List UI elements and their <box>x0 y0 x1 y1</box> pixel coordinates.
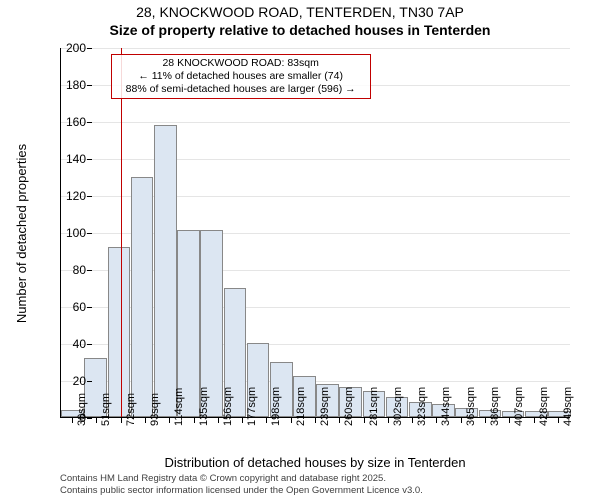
x-tick-label: 218sqm <box>295 387 307 426</box>
x-tick-mark <box>194 418 195 423</box>
x-tick-mark <box>72 418 73 423</box>
x-tick-label: 51sqm <box>100 393 112 426</box>
chart-title-line1: 28, KNOCKWOOD ROAD, TENTERDEN, TN30 7AP <box>0 4 600 20</box>
plot-area: 28 KNOCKWOOD ROAD: 83sqm← 11% of detache… <box>60 48 570 418</box>
x-tick-label: 198sqm <box>270 387 282 426</box>
x-tick-label: 135sqm <box>198 387 210 426</box>
x-tick-label: 72sqm <box>125 393 137 426</box>
x-tick-mark <box>388 418 389 423</box>
annotation-line: ← 11% of detached houses are smaller (74… <box>116 70 366 83</box>
chart-title-line2: Size of property relative to detached ho… <box>0 22 600 38</box>
x-tick-label: 323sqm <box>416 387 428 426</box>
x-tick-label: 302sqm <box>392 387 404 426</box>
x-tick-mark <box>509 418 510 423</box>
x-tick-label: 281sqm <box>368 387 380 426</box>
x-tick-mark <box>339 418 340 423</box>
grid-line <box>61 48 570 49</box>
x-tick-mark <box>534 418 535 423</box>
histogram-bar <box>108 247 131 417</box>
x-tick-mark <box>218 418 219 423</box>
x-tick-label: 386sqm <box>489 387 501 426</box>
y-tick-label: 180 <box>46 78 86 92</box>
y-tick-label: 200 <box>46 41 86 55</box>
x-tick-mark <box>558 418 559 423</box>
y-axis-label: Number of detached properties <box>14 48 30 418</box>
x-tick-mark <box>485 418 486 423</box>
annotation-line: 88% of semi-detached houses are larger (… <box>116 83 366 96</box>
grid-line <box>61 159 570 160</box>
x-tick-label: 177sqm <box>246 387 258 426</box>
y-tick-label: 60 <box>46 300 86 314</box>
x-tick-label: 407sqm <box>513 387 525 426</box>
annotation-box: 28 KNOCKWOOD ROAD: 83sqm← 11% of detache… <box>111 54 371 99</box>
x-tick-mark <box>145 418 146 423</box>
x-tick-mark <box>315 418 316 423</box>
x-tick-label: 344sqm <box>440 387 452 426</box>
x-tick-mark <box>412 418 413 423</box>
x-tick-mark <box>169 418 170 423</box>
x-tick-label: 114sqm <box>173 388 185 426</box>
histogram-bar <box>131 177 154 418</box>
y-tick-label: 120 <box>46 189 86 203</box>
x-tick-label: 156sqm <box>222 387 234 426</box>
credits-line2: Contains public sector information licen… <box>60 485 423 496</box>
y-tick-label: 140 <box>46 152 86 166</box>
x-tick-mark <box>121 418 122 423</box>
marker-line <box>121 48 122 417</box>
x-tick-label: 30sqm <box>76 393 88 426</box>
y-tick-label: 80 <box>46 263 86 277</box>
y-tick-label: 160 <box>46 115 86 129</box>
x-tick-mark <box>436 418 437 423</box>
x-tick-mark <box>242 418 243 423</box>
chart-container: 28, KNOCKWOOD ROAD, TENTERDEN, TN30 7AP … <box>0 0 600 500</box>
x-tick-label: 239sqm <box>319 387 331 426</box>
x-tick-mark <box>291 418 292 423</box>
x-tick-label: 365sqm <box>465 387 477 426</box>
x-tick-mark <box>266 418 267 423</box>
y-tick-label: 40 <box>46 337 86 351</box>
x-tick-label: 93sqm <box>149 393 161 426</box>
annotation-line: 28 KNOCKWOOD ROAD: 83sqm <box>116 57 366 70</box>
x-tick-label: 260sqm <box>343 387 355 426</box>
credits: Contains HM Land Registry data © Crown c… <box>60 473 423 496</box>
grid-line <box>61 122 570 123</box>
credits-line1: Contains HM Land Registry data © Crown c… <box>60 473 423 484</box>
x-tick-mark <box>364 418 365 423</box>
histogram-bar <box>154 125 177 417</box>
x-axis-label: Distribution of detached houses by size … <box>60 455 570 470</box>
y-tick-label: 20 <box>46 374 86 388</box>
x-tick-label: 428sqm <box>538 387 550 426</box>
x-tick-label: 449sqm <box>562 387 574 426</box>
y-tick-label: 100 <box>46 226 86 240</box>
x-tick-mark <box>96 418 97 423</box>
x-tick-mark <box>461 418 462 423</box>
